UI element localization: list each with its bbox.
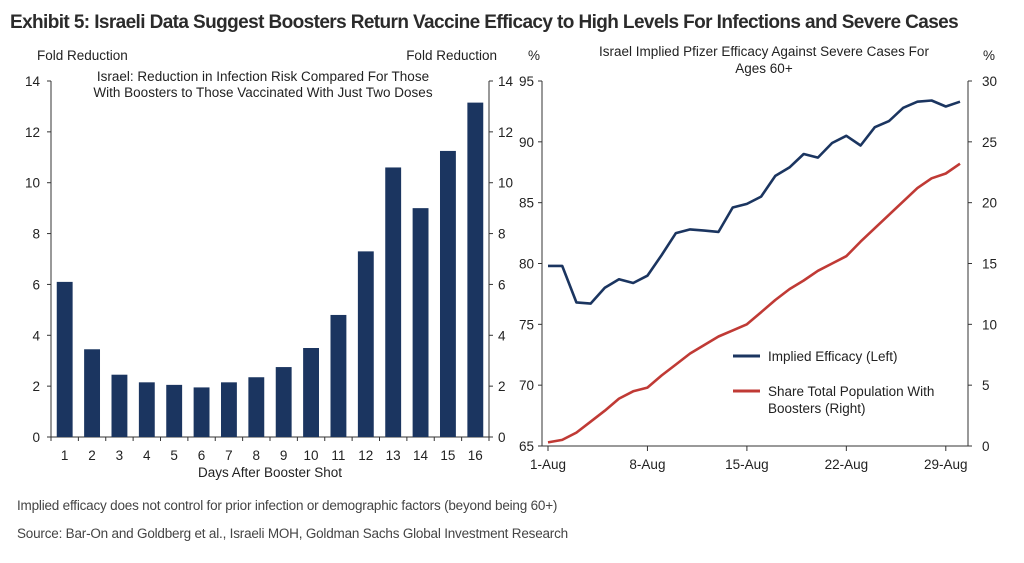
line-ytick-right-label: 15	[982, 257, 997, 272]
line-chart-title-line-1: Israel Implied Pfizer Efficacy Against S…	[599, 44, 929, 59]
line-xtick-label: 29-Aug	[924, 457, 968, 472]
bar-chart: Fold Reduction Fold Reduction Israel: Re…	[25, 48, 514, 480]
line-xtick-label: 1-Aug	[530, 457, 566, 472]
bar-xtick-label: 5	[170, 448, 178, 463]
line-chart: % % Israel Implied Pfizer Efficacy Again…	[519, 44, 997, 472]
bar-xtick-label: 11	[331, 448, 345, 463]
bar-day-16	[467, 102, 484, 437]
bar-day-10	[303, 348, 320, 437]
line-ytick-right-label: 30	[982, 74, 997, 89]
bar-ytick-right-label: 8	[498, 227, 506, 242]
bar-xtick-label: 6	[198, 448, 206, 463]
line-ytick-right-label: 20	[982, 196, 997, 211]
line-ytick-left-label: 75	[519, 317, 534, 332]
bar-xtick-label: 16	[468, 448, 483, 463]
legend-label-efficacy: Implied Efficacy (Left)	[768, 349, 898, 364]
bar-day-6	[193, 387, 210, 437]
bar-ytick-right-label: 4	[498, 328, 506, 343]
line-ytick-right-label: 25	[982, 135, 997, 150]
bar-ytick-left-label: 6	[32, 277, 40, 292]
bar-ytick-right-label: 2	[498, 379, 506, 394]
bar-chart-ylabel-right: Fold Reduction	[406, 48, 497, 63]
line-ytick-left-label: 70	[519, 378, 534, 393]
bar-day-8	[248, 377, 265, 437]
line-ytick-left-label: 65	[519, 439, 534, 454]
bar-day-13	[385, 167, 402, 437]
bar-chart-ylabel-left: Fold Reduction	[37, 48, 128, 63]
line-ytick-left-label: 90	[519, 135, 534, 150]
bar-ytick-right-label: 0	[498, 430, 506, 445]
bar-xtick-label: 4	[143, 448, 151, 463]
source-note: Source: Bar-On and Goldberg et al., Isra…	[17, 526, 568, 541]
bar-ytick-left-label: 14	[25, 74, 41, 89]
bar-day-5	[166, 384, 183, 437]
bar-chart-title-line-2: With Boosters to Those Vaccinated With J…	[93, 85, 432, 100]
legend-label-boosters-line-2: Boosters (Right)	[768, 401, 866, 416]
line-chart-ylabel-right: %	[983, 48, 995, 63]
bar-xtick-label: 7	[225, 448, 233, 463]
line-ytick-right-label: 10	[982, 317, 997, 332]
line-ytick-right-label: 5	[982, 378, 990, 393]
line-xtick-label: 8-Aug	[629, 457, 665, 472]
bar-xtick-label: 8	[253, 448, 261, 463]
efficacy-line	[548, 99, 961, 305]
bar-day-11	[330, 314, 347, 437]
bar-xtick-label: 13	[386, 448, 401, 463]
bar-chart-title-line-1: Israel: Reduction in Infection Risk Comp…	[97, 69, 429, 84]
bar-day-1	[56, 281, 73, 437]
bar-ytick-left-label: 10	[25, 176, 40, 191]
line-chart-legend: Implied Efficacy (Left) Share Total Popu…	[733, 349, 934, 416]
bar-day-4	[138, 382, 155, 437]
bar-day-12	[357, 251, 374, 437]
bar-ytick-left-label: 8	[32, 227, 40, 242]
line-ytick-left-label: 95	[519, 74, 534, 89]
line-ytick-left-label: 85	[519, 196, 534, 211]
bar-ytick-left-label: 0	[32, 430, 40, 445]
line-xtick-label: 22-Aug	[825, 457, 869, 472]
line-ytick-left-label: 80	[519, 257, 534, 272]
footnote: Implied efficacy does not control for pr…	[17, 498, 558, 513]
bar-xtick-label: 10	[304, 448, 319, 463]
line-chart-ylabel-left: %	[528, 48, 540, 63]
bar-xtick-label: 1	[61, 448, 69, 463]
bar-xtick-label: 2	[88, 448, 96, 463]
bar-ytick-right-label: 14	[498, 74, 514, 89]
boosters-line	[547, 162, 961, 444]
bar-ytick-left-label: 2	[32, 379, 40, 394]
line-chart-title-line-2: Ages 60+	[735, 61, 793, 76]
bar-ytick-left-label: 4	[32, 328, 40, 343]
bar-day-7	[220, 382, 237, 437]
bar-chart-xlabel: Days After Booster Shot	[198, 465, 342, 480]
exhibit-title: Exhibit 5: Israeli Data Suggest Boosters…	[10, 12, 959, 33]
legend-label-boosters-line-1: Share Total Population With	[768, 384, 934, 399]
bar-xtick-label: 15	[440, 448, 455, 463]
line-ytick-right-label: 0	[982, 439, 990, 454]
bar-ytick-right-label: 6	[498, 277, 506, 292]
bar-ytick-right-label: 12	[498, 125, 513, 140]
line-xtick-label: 15-Aug	[725, 457, 769, 472]
bar-ytick-right-label: 10	[498, 176, 513, 191]
bar-day-15	[439, 150, 456, 437]
bar-xtick-label: 14	[413, 448, 429, 463]
bar-day-14	[412, 208, 429, 437]
bar-xtick-label: 3	[116, 448, 124, 463]
bar-day-2	[84, 349, 101, 437]
bar-day-9	[275, 367, 292, 437]
bar-xtick-label: 12	[358, 448, 373, 463]
bar-day-3	[111, 374, 128, 437]
bar-xtick-label: 9	[280, 448, 288, 463]
bar-ytick-left-label: 12	[25, 125, 40, 140]
